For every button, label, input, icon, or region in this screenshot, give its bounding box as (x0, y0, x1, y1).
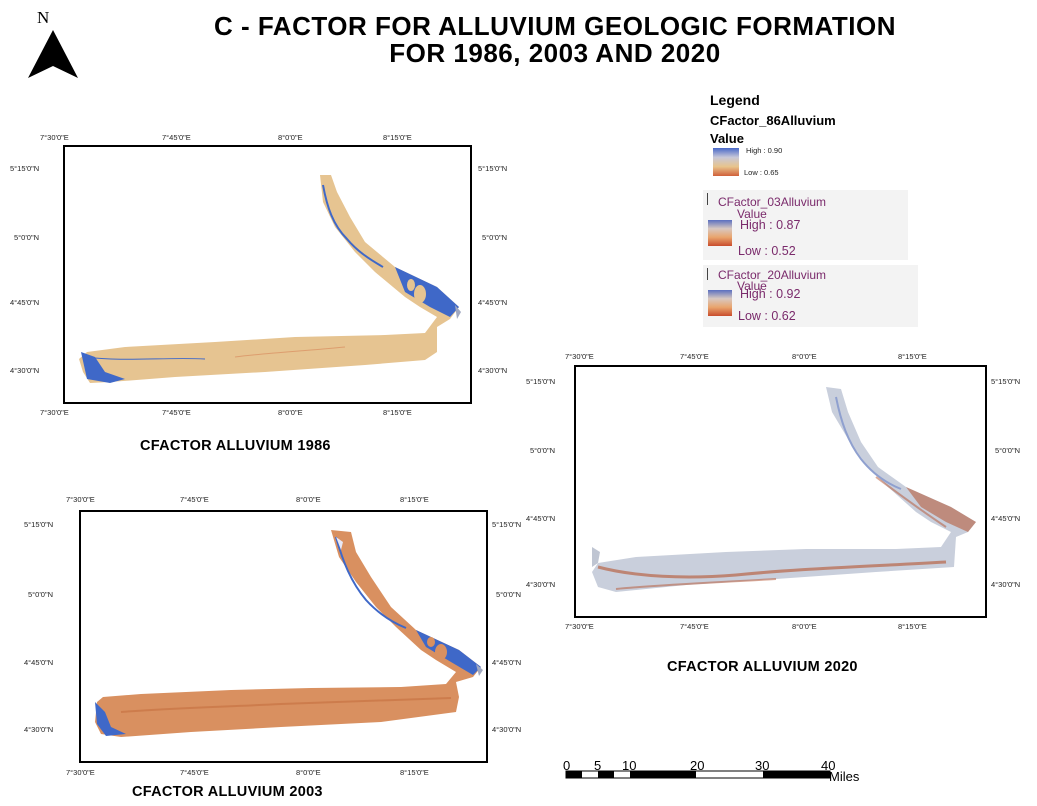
map3-top-label-4: 8°15'0"E (898, 352, 927, 361)
legend-layer-1986: CFactor_86Alluvium (710, 113, 836, 128)
scale-label-5: 5 (594, 758, 602, 773)
map3-right-label-3: 4°45'0"N (991, 514, 1021, 523)
map2-left-label-1: 5°15'0"N (24, 520, 54, 529)
legend-ramp-2020 (708, 290, 732, 316)
map1-bottom-label-3: 8°0'0"E (278, 408, 303, 417)
legend-low-2003: Low : 0.52 (738, 244, 796, 258)
alluvium-1986-region (79, 175, 461, 383)
north-arrow-icon: N (18, 8, 88, 83)
map1-top-label-1: 7°30'0"E (40, 133, 69, 142)
map2-bottom-label-3: 8°0'0"E (296, 768, 321, 777)
map1-left-label-4: 4°30'0"N (10, 366, 40, 375)
alluvium-2003-region (95, 530, 483, 737)
map2-bottom-label-2: 7°45'0"E (180, 768, 209, 777)
map2-top-label-2: 7°45'0"E (180, 495, 209, 504)
legend-layer-2003: CFactor_03Alluvium (718, 195, 827, 209)
legend-box-2020 (703, 265, 918, 327)
map2-left-label-2: 5°0'0"N (28, 590, 54, 599)
legend-value-2003: Value (737, 207, 767, 221)
legend-high-2020: High : 0.92 (740, 287, 801, 301)
map3-top-label-3: 8°0'0"E (792, 352, 817, 361)
map2-right-label-2: 5°0'0"N (496, 590, 522, 599)
alluvium-2020-region (592, 387, 976, 592)
map2-bottom-label-4: 8°15'0"E (400, 768, 429, 777)
map3-right-label-1: 5°15'0"N (991, 377, 1021, 386)
map-1986 (63, 145, 472, 404)
map3-right-label-2: 5°0'0"N (995, 446, 1021, 455)
legend-bar-2003 (707, 193, 708, 205)
legend-box-2003 (703, 190, 908, 260)
map2-left-label-4: 4°30'0"N (24, 725, 54, 734)
map3-top-label-2: 7°45'0"E (680, 352, 709, 361)
legend-value-1986: Value (710, 131, 744, 146)
map2-right-label-3: 4°45'0"N (492, 658, 522, 667)
map3-left-label-3: 4°45'0"N (526, 514, 556, 523)
map1-caption: CFACTOR ALLUVIUM 1986 (140, 438, 331, 454)
legend-title: Legend (710, 92, 760, 108)
map2-right-label-1: 5°15'0"N (492, 520, 522, 529)
map3-left-label-4: 4°30'0"N (526, 580, 556, 589)
map1-right-label-2: 5°0'0"N (482, 233, 508, 242)
map3-right-label-4: 4°30'0"N (991, 580, 1021, 589)
map1-right-label-3: 4°45'0"N (478, 298, 508, 307)
scale-unit: Miles (829, 769, 860, 784)
map2-top-label-4: 8°15'0"E (400, 495, 429, 504)
legend-value-2020: Value (737, 279, 767, 293)
map3-bottom-label-2: 7°45'0"E (680, 622, 709, 631)
map2-bottom-label-1: 7°30'0"E (66, 768, 95, 777)
map3-left-label-2: 5°0'0"N (530, 446, 556, 455)
map3-bottom-label-3: 8°0'0"E (792, 622, 817, 631)
legend-ramp-2003 (708, 220, 732, 246)
scale-label-40: 40 (821, 758, 836, 773)
legend-low-1986: Low : 0.65 (744, 168, 779, 177)
map1-bottom-label-1: 7°30'0"E (40, 408, 69, 417)
map3-top-label-1: 7°30'0"E (565, 352, 594, 361)
scale-label-10: 10 (622, 758, 637, 773)
map2-caption: CFACTOR ALLUVIUM 2003 (132, 784, 323, 800)
map-title-line-2: FOR 1986, 2003 AND 2020 (389, 38, 721, 68)
map1-left-label-2: 5°0'0"N (14, 233, 40, 242)
north-letter: N (37, 8, 50, 27)
map1-left-label-1: 5°15'0"N (10, 164, 40, 173)
map3-bottom-label-4: 8°15'0"E (898, 622, 927, 631)
map3-left-label-1: 5°15'0"N (526, 377, 556, 386)
legend-layer-2020: CFactor_20Alluvium (718, 268, 827, 282)
map1-top-label-3: 8°0'0"E (278, 133, 303, 142)
map1-bottom-label-2: 7°45'0"E (162, 408, 191, 417)
legend-high-1986: High : 0.90 (746, 146, 783, 155)
legend-bar-2020 (707, 268, 708, 280)
map2-left-label-3: 4°45'0"N (24, 658, 54, 667)
map1-bottom-label-4: 8°15'0"E (383, 408, 412, 417)
map1-top-label-2: 7°45'0"E (162, 133, 191, 142)
map1-right-label-1: 5°15'0"N (478, 164, 508, 173)
map3-caption: CFACTOR ALLUVIUM 2020 (667, 659, 858, 675)
map-title-line-1: C - FACTOR FOR ALLUVIUM GEOLOGIC FORMATI… (213, 11, 897, 41)
scale-label-0: 0 (563, 758, 571, 773)
map1-top-label-4: 8°15'0"E (383, 133, 412, 142)
legend-ramp-1986 (713, 148, 739, 176)
map1-left-label-3: 4°45'0"N (10, 298, 40, 307)
legend-high-2003: High : 0.87 (740, 218, 801, 232)
scale-bar: 0 5 10 20 30 40 Miles (560, 758, 880, 788)
map1-right-label-4: 4°30'0"N (478, 366, 508, 375)
map2-right-label-4: 4°30'0"N (492, 725, 522, 734)
map2-top-label-3: 8°0'0"E (296, 495, 321, 504)
scale-label-20: 20 (690, 758, 705, 773)
map-2020 (574, 365, 987, 618)
map-2003 (79, 510, 488, 763)
map2-top-label-1: 7°30'0"E (66, 495, 95, 504)
map3-bottom-label-1: 7°30'0"E (565, 622, 594, 631)
legend-low-2020: Low : 0.62 (738, 309, 796, 323)
scale-label-30: 30 (755, 758, 770, 773)
